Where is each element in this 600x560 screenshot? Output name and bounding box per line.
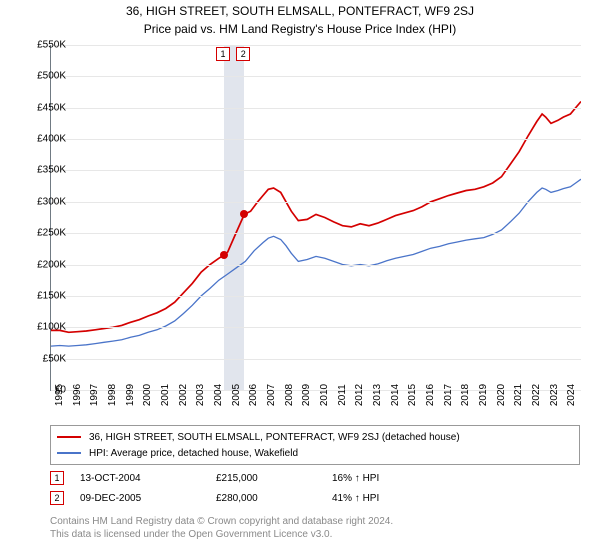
y-tick-label: £400K bbox=[21, 134, 66, 145]
x-tick-label: 2010 bbox=[319, 384, 330, 406]
footer-line-2: This data is licensed under the Open Gov… bbox=[50, 528, 393, 541]
sale-date: 09-DEC-2005 bbox=[80, 493, 210, 504]
x-tick-label: 2006 bbox=[248, 384, 259, 406]
footer-line-1: Contains HM Land Registry data © Crown c… bbox=[50, 515, 393, 528]
x-tick-label: 2015 bbox=[407, 384, 418, 406]
legend-swatch bbox=[57, 436, 81, 438]
x-tick-label: 2000 bbox=[142, 384, 153, 406]
x-tick-label: 2003 bbox=[195, 384, 206, 406]
x-tick-label: 2017 bbox=[443, 384, 454, 406]
y-tick-label: £350K bbox=[21, 165, 66, 176]
x-tick-label: 1998 bbox=[107, 384, 118, 406]
y-tick-label: £50K bbox=[21, 353, 66, 364]
sale-marker: 2 bbox=[236, 47, 250, 61]
x-tick-label: 1996 bbox=[72, 384, 83, 406]
x-tick-label: 2013 bbox=[372, 384, 383, 406]
x-tick-label: 2020 bbox=[496, 384, 507, 406]
y-tick-label: £550K bbox=[21, 40, 66, 51]
gridline bbox=[51, 45, 581, 46]
gridline bbox=[51, 139, 581, 140]
y-tick-label: £300K bbox=[21, 196, 66, 207]
x-tick-label: 2009 bbox=[301, 384, 312, 406]
gridline bbox=[51, 327, 581, 328]
sale-row: 1 13-OCT-2004 £215,000 16% ↑ HPI bbox=[50, 468, 580, 488]
sale-pct: 41% ↑ HPI bbox=[332, 493, 432, 504]
sale-price: £215,000 bbox=[216, 473, 326, 484]
legend-row: HPI: Average price, detached house, Wake… bbox=[57, 445, 573, 461]
x-tick-label: 2002 bbox=[178, 384, 189, 406]
chart-lines-svg bbox=[51, 45, 581, 390]
sale-date: 13-OCT-2004 bbox=[80, 473, 210, 484]
x-tick-label: 2005 bbox=[231, 384, 242, 406]
x-tick-label: 1997 bbox=[89, 384, 100, 406]
gridline bbox=[51, 296, 581, 297]
y-tick-label: £100K bbox=[21, 322, 66, 333]
x-tick-label: 2012 bbox=[354, 384, 365, 406]
legend-label: 36, HIGH STREET, SOUTH ELMSALL, PONTEFRA… bbox=[89, 432, 460, 443]
y-tick-label: £250K bbox=[21, 228, 66, 239]
sale-pct: 16% ↑ HPI bbox=[332, 473, 432, 484]
x-tick-label: 2011 bbox=[337, 384, 348, 406]
x-tick-label: 2014 bbox=[390, 384, 401, 406]
y-tick-label: £500K bbox=[21, 71, 66, 82]
y-tick-label: £450K bbox=[21, 102, 66, 113]
x-tick-label: 2024 bbox=[566, 384, 577, 406]
sale-point bbox=[240, 210, 248, 218]
legend-row: 36, HIGH STREET, SOUTH ELMSALL, PONTEFRA… bbox=[57, 429, 573, 445]
chart-title: 36, HIGH STREET, SOUTH ELMSALL, PONTEFRA… bbox=[0, 4, 600, 18]
gridline bbox=[51, 265, 581, 266]
legend-swatch bbox=[57, 452, 81, 454]
x-tick-label: 2023 bbox=[549, 384, 560, 406]
sale-row: 2 09-DEC-2005 £280,000 41% ↑ HPI bbox=[50, 488, 580, 508]
series-hpi bbox=[51, 179, 581, 346]
chart-subtitle: Price paid vs. HM Land Registry's House … bbox=[0, 22, 600, 36]
legend-label: HPI: Average price, detached house, Wake… bbox=[89, 448, 298, 459]
x-tick-label: 2018 bbox=[460, 384, 471, 406]
chart-plot-area bbox=[50, 45, 581, 391]
x-tick-label: 2008 bbox=[284, 384, 295, 406]
sale-rows: 1 13-OCT-2004 £215,000 16% ↑ HPI 2 09-DEC-200… bbox=[50, 468, 580, 508]
sale-marker: 1 bbox=[216, 47, 230, 61]
x-tick-label: 2001 bbox=[160, 384, 171, 406]
x-tick-label: 2019 bbox=[478, 384, 489, 406]
gridline bbox=[51, 76, 581, 77]
sale-point bbox=[220, 251, 228, 259]
x-tick-label: 2021 bbox=[513, 384, 524, 406]
legend-box: 36, HIGH STREET, SOUTH ELMSALL, PONTEFRA… bbox=[50, 425, 580, 465]
series-subject bbox=[51, 102, 581, 333]
x-tick-label: 1995 bbox=[54, 384, 65, 406]
y-tick-label: £150K bbox=[21, 290, 66, 301]
gridline bbox=[51, 170, 581, 171]
y-tick-label: £200K bbox=[21, 259, 66, 270]
x-tick-label: 2007 bbox=[266, 384, 277, 406]
gridline bbox=[51, 359, 581, 360]
gridline bbox=[51, 108, 581, 109]
sale-row-marker: 2 bbox=[50, 491, 64, 505]
gridline bbox=[51, 202, 581, 203]
x-tick-label: 2016 bbox=[425, 384, 436, 406]
x-tick-label: 2004 bbox=[213, 384, 224, 406]
x-tick-label: 2022 bbox=[531, 384, 542, 406]
footer-attribution: Contains HM Land Registry data © Crown c… bbox=[50, 515, 393, 541]
gridline bbox=[51, 233, 581, 234]
sale-price: £280,000 bbox=[216, 493, 326, 504]
x-tick-label: 1999 bbox=[125, 384, 136, 406]
sale-row-marker: 1 bbox=[50, 471, 64, 485]
